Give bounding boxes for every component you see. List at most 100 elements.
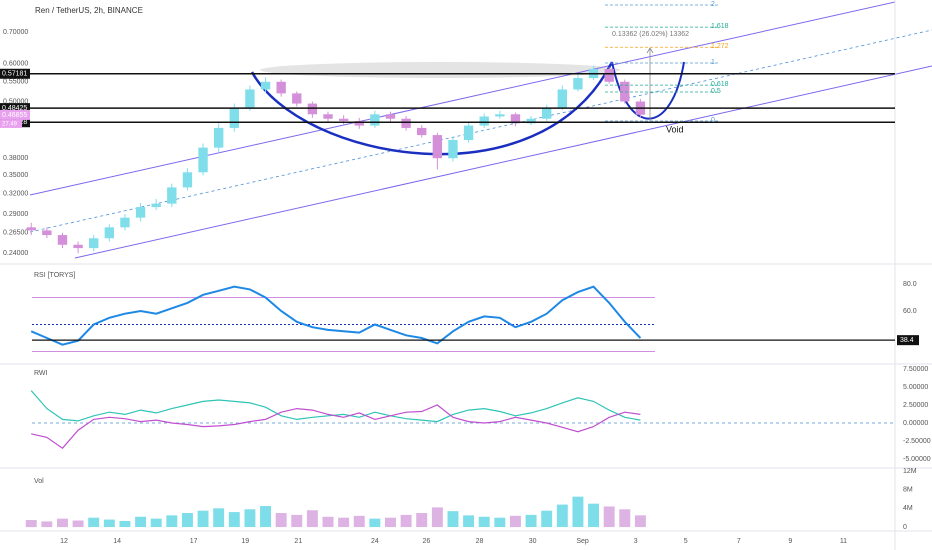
volume-bar <box>525 514 537 528</box>
y-tick-label: 2.50000 <box>903 402 928 409</box>
y-tick-label: 0.26500 <box>3 230 28 237</box>
volume-bar <box>369 518 381 528</box>
pane-title: RWI <box>34 370 48 377</box>
candle-body <box>292 93 302 104</box>
x-tick-label: 19 <box>241 538 249 545</box>
x-tick-label: 3 <box>634 538 638 545</box>
price-label: 0.57181 <box>2 71 27 78</box>
candle-body <box>370 114 380 126</box>
volume-bar <box>447 511 459 528</box>
price-box <box>0 68 30 79</box>
candle-body <box>401 118 411 128</box>
volume-bar <box>72 520 84 528</box>
x-tick-label: 21 <box>294 538 302 545</box>
volume-bar <box>228 512 240 528</box>
x-tick-label: Sep <box>576 538 589 545</box>
volume-bar <box>181 513 193 528</box>
volume-bar <box>634 515 646 528</box>
candle-body <box>354 120 364 126</box>
series-line <box>30 390 641 423</box>
volume-bar <box>41 521 53 528</box>
volume-bar <box>541 510 553 528</box>
y-tick-label: 5.00000 <box>903 384 928 391</box>
volume-bar <box>322 516 334 528</box>
price-box <box>0 119 22 128</box>
fib-label: 0.618 <box>711 81 729 88</box>
candle-body <box>557 89 567 108</box>
candle-body <box>135 207 146 218</box>
candle-body <box>495 114 505 117</box>
countdown-label: 27.49 <box>2 122 18 128</box>
candle-body <box>26 227 36 231</box>
volume-bar <box>400 514 412 528</box>
volume-bar <box>509 515 521 528</box>
candle-body <box>604 69 614 82</box>
y-tick-label: 0.55000 <box>3 79 28 86</box>
volume-bar <box>478 516 490 528</box>
candle-body <box>323 114 333 119</box>
y-tick-label: 0.32000 <box>3 191 28 198</box>
candle-body <box>151 203 161 208</box>
x-tick-label: 14 <box>113 538 121 545</box>
channel-lower <box>74 65 932 259</box>
volume-bar <box>416 513 428 528</box>
price-label: 0.48425 <box>2 105 27 112</box>
measure-arrow <box>646 47 654 54</box>
value-box <box>897 335 919 346</box>
volume-bar <box>166 515 178 528</box>
x-tick-label: 12 <box>60 538 68 545</box>
x-tick-label: 24 <box>371 538 379 545</box>
candle-body <box>307 103 318 115</box>
pane-title: Vol <box>34 478 44 485</box>
volume-bar <box>260 506 271 528</box>
volume-bar <box>572 496 584 528</box>
candle-body <box>417 127 427 136</box>
candle-body <box>526 118 536 124</box>
y-tick-label: 8M <box>903 486 913 493</box>
volume-bar <box>103 519 115 528</box>
y-tick-label: 0.24000 <box>3 250 28 257</box>
y-tick-label: 0.38000 <box>3 155 28 162</box>
fib-label: 1.272 <box>711 43 729 50</box>
x-tick-label: 9 <box>788 538 792 545</box>
y-tick-label: 0.60000 <box>3 61 28 68</box>
candle-body <box>120 217 130 228</box>
series-line <box>30 285 642 346</box>
channel-upper <box>29 1 896 196</box>
candle-body <box>510 114 521 124</box>
volume-bar <box>556 504 568 528</box>
x-tick-label: 30 <box>529 538 537 545</box>
candle-body <box>620 81 630 102</box>
volume-bar <box>291 514 303 528</box>
y-tick-label: -5.00000 <box>903 456 931 463</box>
volume-bar <box>619 509 631 528</box>
candle-body <box>479 116 489 126</box>
volume-bar <box>25 520 37 528</box>
x-tick-label: 17 <box>190 538 198 545</box>
y-tick-label: 0.29000 <box>3 211 28 218</box>
volume-bar <box>135 516 147 528</box>
fib-label: 1 <box>711 59 715 66</box>
candle-body <box>182 172 193 188</box>
y-tick-label: 0.35000 <box>3 172 28 179</box>
x-tick-label: 28 <box>476 538 484 545</box>
candle-body <box>541 107 552 119</box>
candle-body <box>167 187 177 204</box>
candle-body <box>42 230 52 236</box>
candle-body <box>260 81 271 90</box>
annotation: Void <box>666 124 684 134</box>
fib-label: 0 <box>711 117 715 124</box>
candle-body <box>276 81 286 94</box>
candle-body <box>448 140 458 159</box>
y-tick-label: 60.0 <box>903 308 917 315</box>
x-tick-label: 26 <box>423 538 431 545</box>
last-value-label: 38.4 <box>900 337 914 344</box>
cup-curve <box>250 61 614 156</box>
channel-mid <box>29 29 932 233</box>
x-tick-label: 11 <box>840 538 847 545</box>
candle-body <box>338 118 349 121</box>
volume-bar <box>275 513 287 528</box>
candle-body <box>213 127 224 148</box>
series-line <box>31 404 641 449</box>
volume-bar <box>463 515 475 528</box>
